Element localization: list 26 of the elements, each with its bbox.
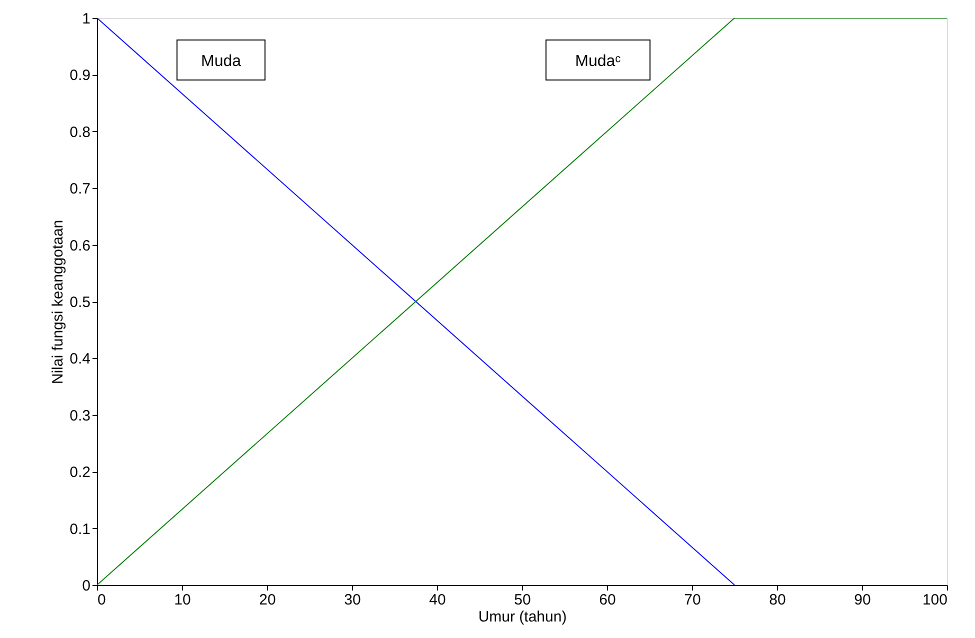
x-tick-label: 0 bbox=[98, 592, 106, 608]
y-tick-label: 0.5 bbox=[70, 294, 90, 311]
y-tick-label: 0.2 bbox=[70, 464, 90, 482]
text: Mudaᶜ bbox=[575, 53, 622, 70]
x-tick-label: 20 bbox=[259, 592, 276, 608]
x-tick-label: 70 bbox=[684, 592, 701, 608]
x-tick-label: 80 bbox=[769, 592, 786, 608]
y-tick-label: 0.9 bbox=[70, 67, 90, 84]
x-tick-label: 30 bbox=[344, 592, 361, 608]
y-tick-label: 0.4 bbox=[70, 350, 90, 368]
y-tick-label: 0 bbox=[82, 578, 90, 594]
x-tick-label: 10 bbox=[174, 592, 191, 608]
y-tick-label: 0.7 bbox=[70, 180, 90, 198]
y-tick-label: 1 bbox=[82, 10, 90, 28]
series-label: Muda bbox=[200, 53, 242, 70]
x-tick-label: 50 bbox=[514, 592, 531, 608]
x-tick-label: 60 bbox=[599, 592, 616, 608]
y-tick-label: 0.8 bbox=[70, 124, 90, 141]
y-axis-title: Nilai fungsi keanggotaan bbox=[50, 220, 67, 384]
x-axis-title: Umur (tahun) bbox=[478, 608, 567, 626]
x-tick-label: 40 bbox=[429, 592, 446, 608]
y-tick-label: 0.3 bbox=[70, 407, 90, 424]
x-tick-label: 90 bbox=[854, 592, 871, 608]
y-tick-label: 0.1 bbox=[70, 520, 90, 538]
x-tick-label: 100 bbox=[922, 592, 948, 608]
y-tick-label: 0.6 bbox=[70, 237, 90, 254]
